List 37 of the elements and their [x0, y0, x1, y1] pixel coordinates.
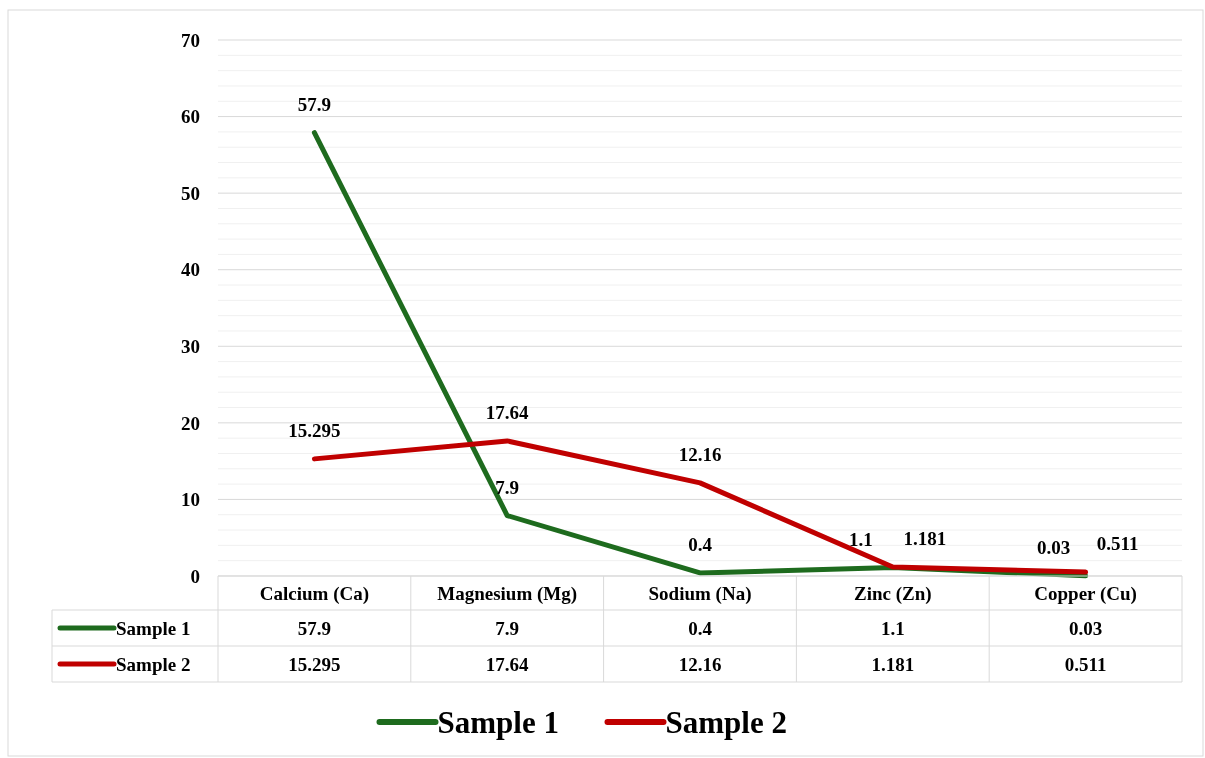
- text: 0.4: [688, 617, 713, 639]
- x-tick-label: Magnesium (Mg): [437, 582, 578, 605]
- text: 12.16: [678, 653, 722, 675]
- text: 0.03: [1068, 617, 1103, 639]
- x-tick-label: Copper (Cu): [1034, 582, 1137, 605]
- legend-label: Sample 1: [437, 704, 559, 740]
- text: 57.9: [297, 617, 332, 639]
- text: 0.511: [1064, 653, 1107, 675]
- y-tick-label: 40: [181, 259, 200, 281]
- y-tick-label: 0: [190, 565, 200, 587]
- x-tick-label: Zinc (Zn): [854, 582, 932, 605]
- y-tick-label: 60: [181, 106, 200, 128]
- text: Sample 1: [116, 617, 191, 639]
- data-label: 0.4: [688, 533, 713, 555]
- text: 17.64: [485, 653, 530, 675]
- legend-label: Sample 2: [665, 704, 787, 740]
- data-label: 0.511: [1096, 533, 1139, 555]
- data-label: 0.03: [1036, 536, 1071, 558]
- data-label: 15.295: [288, 419, 341, 441]
- text: Sample 2: [116, 653, 191, 675]
- data-label: 57.9: [297, 93, 332, 115]
- text: 15.295: [288, 653, 341, 675]
- text: 1.181: [871, 653, 915, 675]
- data-label: 12.16: [678, 443, 722, 465]
- y-tick-label: 30: [181, 335, 200, 357]
- data-label: 17.64: [485, 401, 530, 423]
- x-tick-label: Sodium (Na): [648, 582, 752, 605]
- data-label: 7.9: [495, 476, 520, 498]
- y-tick-label: 10: [181, 489, 200, 511]
- y-tick-label: 20: [181, 412, 200, 434]
- y-tick-label: 70: [181, 29, 200, 51]
- text: 1.1: [880, 617, 905, 639]
- text: 7.9: [495, 617, 520, 639]
- data-label: 1.1: [848, 528, 873, 550]
- x-tick-label: Calcium (Ca): [259, 582, 370, 605]
- data-label: 1.181: [903, 527, 947, 549]
- y-tick-label: 50: [181, 182, 200, 204]
